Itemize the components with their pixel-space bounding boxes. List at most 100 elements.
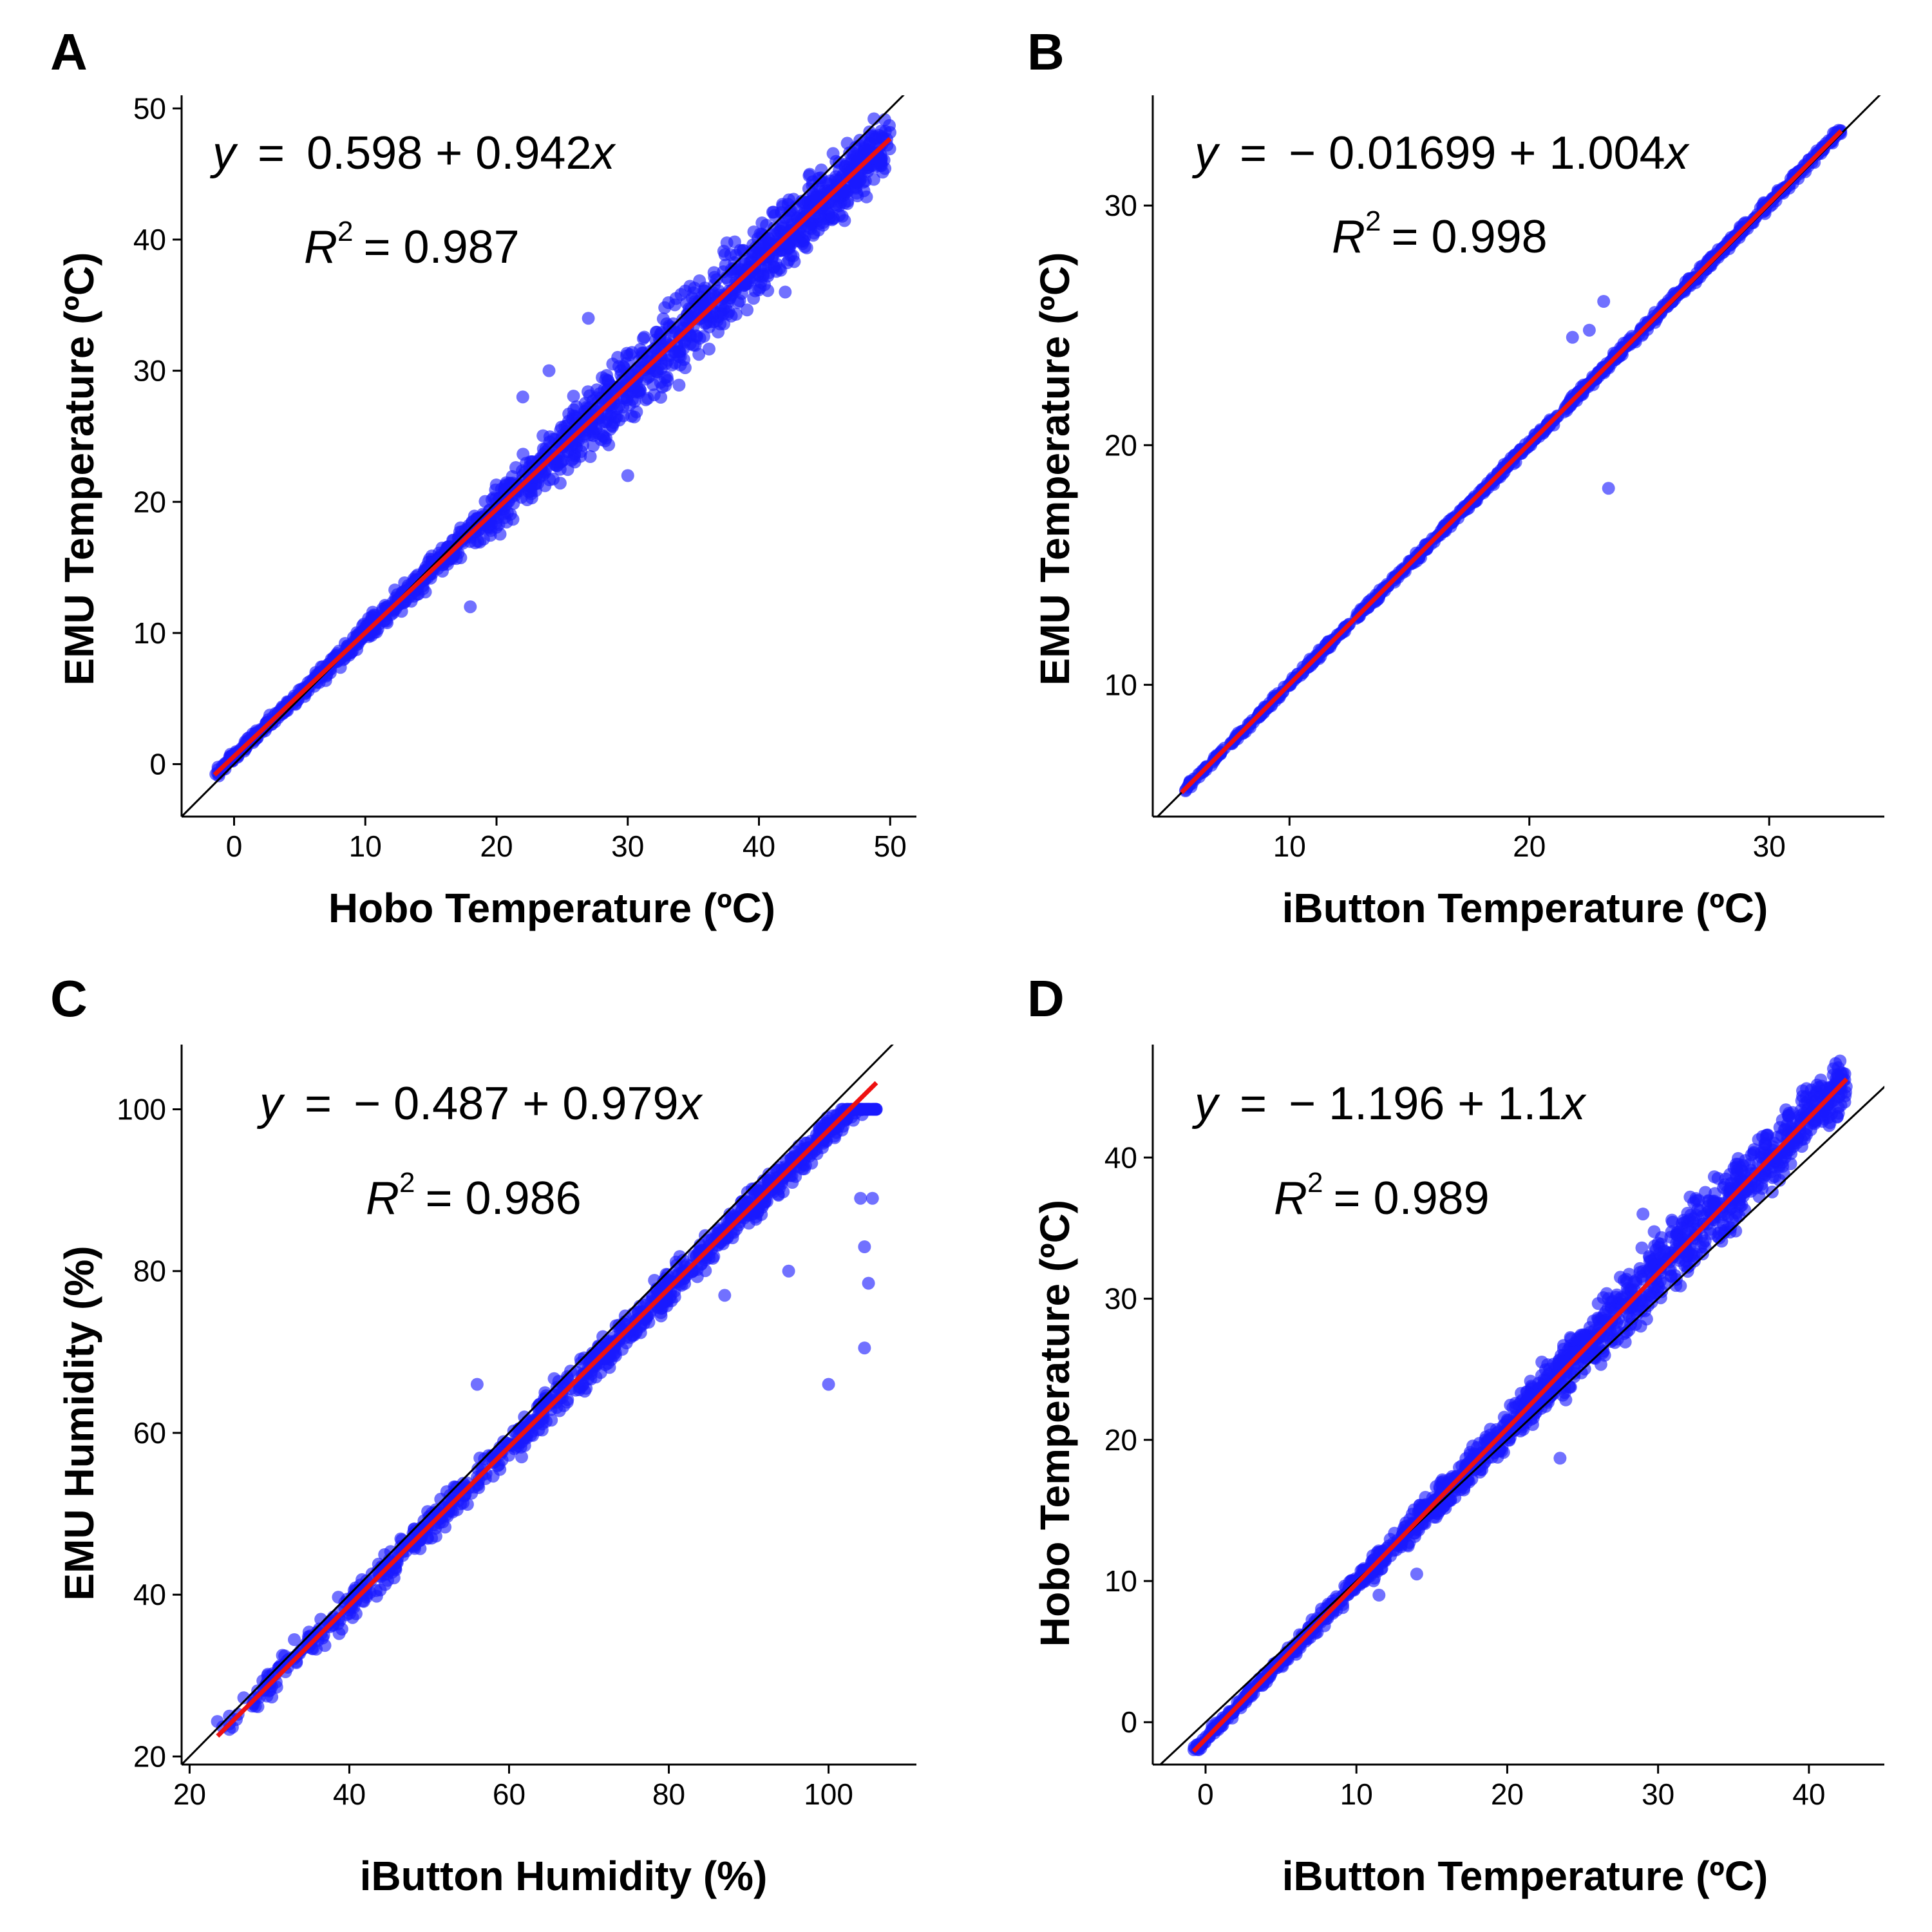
data-point bbox=[580, 401, 593, 414]
data-point bbox=[840, 197, 854, 211]
data-point bbox=[690, 1270, 704, 1283]
data-point bbox=[697, 330, 710, 343]
y-tick-label: 20 bbox=[133, 485, 166, 518]
y-tick-label: 80 bbox=[133, 1255, 166, 1288]
data-point bbox=[635, 346, 649, 360]
y-tick-label: 30 bbox=[1104, 189, 1137, 222]
data-point bbox=[757, 269, 770, 283]
data-point bbox=[547, 472, 560, 486]
panel-letter: B bbox=[1027, 23, 1065, 80]
data-point bbox=[688, 295, 702, 308]
data-point bbox=[1635, 1241, 1649, 1255]
x-tick-label: 10 bbox=[349, 829, 382, 863]
data-point bbox=[603, 422, 617, 436]
data-point bbox=[630, 405, 643, 419]
data-point bbox=[762, 232, 775, 246]
data-point bbox=[618, 361, 631, 375]
x-axis-title: iButton Temperature (ºC) bbox=[1282, 885, 1768, 931]
data-point bbox=[707, 1249, 721, 1263]
data-point bbox=[1808, 1117, 1822, 1130]
data-point bbox=[1591, 1297, 1605, 1311]
data-point bbox=[569, 410, 582, 423]
x-tick-label: 20 bbox=[173, 1777, 206, 1811]
outlier-point bbox=[582, 312, 595, 325]
r-squared-label: R2 = 0.987 bbox=[304, 216, 520, 273]
data-point bbox=[776, 221, 790, 234]
data-point bbox=[561, 1393, 574, 1406]
panel-letter: A bbox=[50, 23, 88, 80]
fit-equation: y = − 0.01699 + 1.004x bbox=[1191, 128, 1690, 179]
data-point bbox=[853, 1103, 866, 1116]
x-tick-label: 30 bbox=[611, 829, 644, 863]
data-point bbox=[462, 519, 475, 533]
data-point bbox=[1665, 1213, 1679, 1227]
data-point bbox=[616, 373, 629, 386]
data-point bbox=[634, 1326, 647, 1340]
data-point bbox=[1623, 1310, 1636, 1323]
data-point bbox=[493, 527, 507, 541]
data-point bbox=[625, 346, 639, 359]
data-point bbox=[654, 390, 667, 404]
data-point bbox=[643, 369, 656, 383]
data-point bbox=[589, 422, 603, 435]
y-tick-label: 0 bbox=[149, 748, 166, 781]
data-point bbox=[717, 245, 730, 258]
data-point bbox=[288, 1633, 301, 1646]
data-point bbox=[599, 373, 612, 386]
data-point bbox=[672, 379, 686, 392]
data-point bbox=[1547, 1358, 1560, 1371]
outlier-point bbox=[779, 285, 792, 299]
fit-equation: y = 0.598 + 0.942x bbox=[209, 128, 616, 179]
data-point bbox=[858, 142, 871, 155]
data-point bbox=[1535, 1356, 1549, 1368]
data-point bbox=[833, 209, 846, 222]
regression-line bbox=[1180, 129, 1843, 795]
data-point bbox=[543, 430, 556, 444]
data-point bbox=[612, 413, 626, 427]
data-point bbox=[436, 564, 449, 578]
fit-equation: y = − 0.487 + 0.979x bbox=[256, 1078, 704, 1130]
scatter-points bbox=[211, 1103, 883, 1736]
data-point bbox=[587, 439, 600, 452]
data-point bbox=[796, 237, 810, 251]
data-point bbox=[1734, 1200, 1747, 1213]
data-point bbox=[813, 1121, 826, 1135]
data-point bbox=[1768, 1170, 1782, 1183]
y-tick-label: 100 bbox=[117, 1092, 166, 1126]
data-point bbox=[506, 470, 519, 483]
data-point bbox=[1795, 1094, 1808, 1108]
data-point bbox=[655, 357, 668, 370]
x-tick-label: 100 bbox=[804, 1777, 853, 1811]
y-tick-label: 20 bbox=[1104, 428, 1137, 462]
data-point bbox=[612, 399, 626, 412]
x-tick-label: 50 bbox=[874, 829, 907, 863]
identity-line bbox=[182, 1045, 894, 1765]
data-point bbox=[540, 1415, 553, 1428]
outlier-point bbox=[1597, 295, 1611, 308]
data-point bbox=[1577, 1328, 1590, 1341]
data-point bbox=[802, 221, 816, 234]
data-point bbox=[1640, 1312, 1653, 1326]
data-point bbox=[1838, 1067, 1852, 1081]
outlier-point bbox=[1582, 323, 1596, 337]
data-point bbox=[1707, 1170, 1721, 1184]
data-point bbox=[567, 390, 580, 403]
data-point bbox=[616, 1343, 629, 1356]
x-tick-label: 30 bbox=[1753, 829, 1786, 863]
data-point bbox=[786, 1176, 799, 1189]
x-axis-title: Hobo Temperature (ºC) bbox=[328, 885, 775, 931]
data-point bbox=[692, 348, 706, 361]
data-point bbox=[874, 157, 887, 171]
data-point bbox=[590, 383, 603, 397]
x-tick-label: 10 bbox=[1273, 829, 1306, 863]
data-point bbox=[370, 1589, 383, 1603]
data-point bbox=[843, 158, 857, 171]
outlier-point bbox=[516, 390, 529, 404]
r-squared-label: R2 = 0.986 bbox=[366, 1167, 582, 1224]
data-point bbox=[355, 1573, 369, 1586]
data-point bbox=[775, 206, 788, 220]
data-point bbox=[676, 313, 690, 327]
y-tick-label: 50 bbox=[133, 91, 166, 125]
